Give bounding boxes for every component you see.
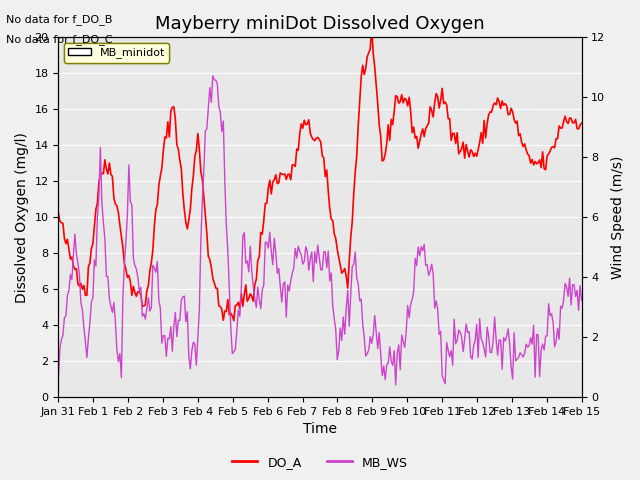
Legend: MB_minidot: MB_minidot: [64, 43, 170, 63]
MB_WS: [298, 252, 305, 258]
MB_WS: [578, 298, 586, 303]
DO_A: [558, 125, 566, 131]
Text: No data for f_DO_C: No data for f_DO_C: [6, 34, 113, 45]
Y-axis label: Dissolved Oxygen (mg/l): Dissolved Oxygen (mg/l): [15, 132, 29, 302]
DO_A: [368, 24, 376, 30]
X-axis label: Time: Time: [303, 422, 337, 436]
DO_A: [578, 120, 586, 126]
Y-axis label: Wind Speed (m/s): Wind Speed (m/s): [611, 156, 625, 279]
DO_A: [335, 254, 342, 260]
DO_A: [230, 318, 237, 324]
DO_A: [54, 210, 62, 216]
Text: No data for f_DO_B: No data for f_DO_B: [6, 14, 113, 25]
MB_WS: [365, 347, 372, 353]
Line: DO_A: DO_A: [58, 27, 582, 321]
Line: MB_WS: MB_WS: [58, 76, 582, 385]
Legend: DO_A, MB_WS: DO_A, MB_WS: [227, 451, 413, 474]
DO_A: [298, 121, 305, 127]
MB_WS: [194, 336, 202, 341]
DO_A: [573, 126, 581, 132]
MB_WS: [54, 375, 62, 381]
MB_WS: [392, 382, 399, 388]
MB_WS: [573, 288, 581, 293]
DO_A: [194, 131, 202, 136]
MB_WS: [209, 73, 217, 79]
Title: Mayberry miniDot Dissolved Oxygen: Mayberry miniDot Dissolved Oxygen: [155, 15, 485, 33]
MB_WS: [335, 348, 342, 354]
DO_A: [365, 50, 372, 56]
MB_WS: [558, 305, 566, 311]
